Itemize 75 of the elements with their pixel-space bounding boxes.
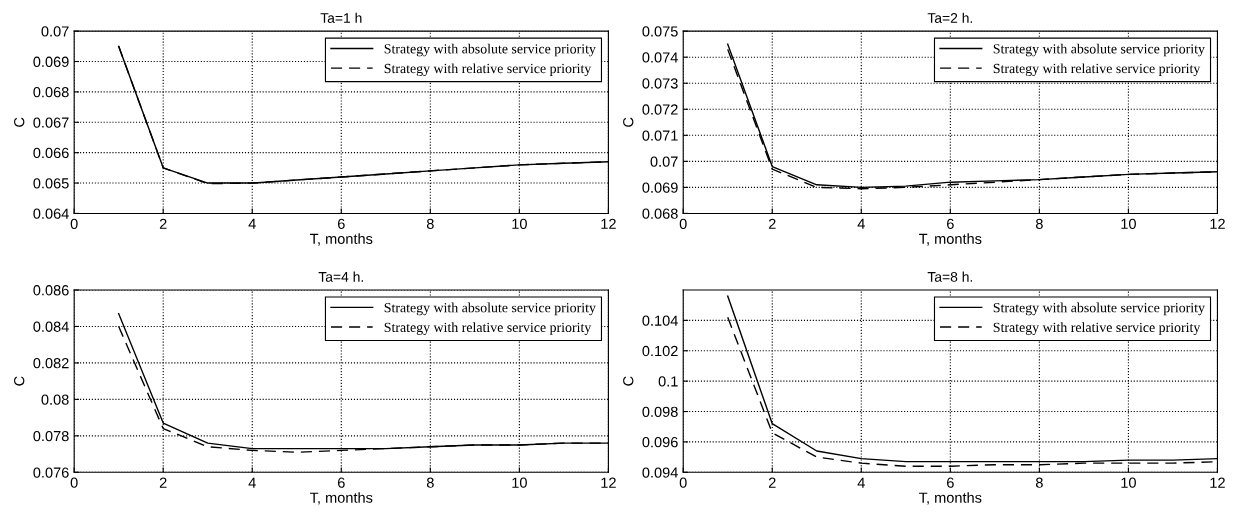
y-tick-label: 0.07 — [650, 156, 678, 167]
x-tick-label: 12 — [601, 218, 616, 229]
legend-label: Strategy with absolute service priority — [993, 302, 1205, 316]
x-tick-label: 12 — [601, 477, 616, 488]
y-tick-label: 0.084 — [33, 321, 69, 332]
y-tick-label: 0.096 — [642, 437, 678, 448]
y-tick-label: 0.071 — [642, 130, 678, 141]
y-tick-label: 0.074 — [642, 52, 678, 63]
chart-title: Ta=1 h — [320, 12, 362, 23]
legend-label: Strategy with absolute service priority — [993, 43, 1205, 57]
y-tick-label: 0.064 — [33, 208, 69, 219]
x-tick-label: 10 — [512, 218, 527, 230]
y-tick-label: 0.07 — [41, 26, 69, 37]
y-axis-title: C — [623, 117, 634, 127]
x-tick-label: 6 — [337, 218, 345, 230]
x-tick-label: 0 — [679, 477, 687, 488]
legend-label: Strategy with absolute service priority — [384, 302, 596, 316]
y-tick-label: 0.094 — [642, 467, 678, 478]
x-tick-label: 2 — [768, 218, 776, 229]
y-tick-label: 0.104 — [642, 315, 678, 326]
y-tick-label: 0.069 — [33, 56, 69, 67]
y-tick-label: 0.08 — [41, 394, 69, 405]
x-tick-label: 10 — [1121, 477, 1136, 488]
y-tick-label: 0.065 — [33, 178, 69, 189]
x-tick-label: 0 — [70, 218, 78, 230]
y-tick-label: 0.073 — [642, 78, 678, 89]
x-tick-label: 12 — [1210, 477, 1225, 488]
x-tick-label: 6 — [947, 477, 954, 488]
chart-title: Ta=2 h. — [927, 12, 973, 23]
y-tick-label: 0.068 — [642, 208, 678, 219]
x-axis-title: T, months — [310, 233, 373, 246]
chart-title: Ta=4 h. — [318, 271, 363, 282]
x-tick-label: 4 — [248, 477, 256, 488]
x-tick-label: 8 — [426, 218, 434, 230]
y-tick-label: 0.068 — [33, 87, 69, 98]
y-tick-label: 0.066 — [33, 147, 69, 159]
x-tick-label: 6 — [337, 477, 345, 488]
y-tick-label: 0.102 — [642, 345, 678, 357]
x-tick-label: 0 — [679, 218, 687, 230]
x-tick-label: 2 — [768, 477, 776, 488]
y-tick-label: 0.086 — [33, 285, 69, 296]
y-tick-label: 0.082 — [33, 358, 69, 369]
x-tick-label: 10 — [512, 477, 527, 488]
y-tick-label: 0.072 — [642, 104, 678, 115]
y-tick-label: 0.078 — [33, 430, 69, 442]
y-tick-label: 0.067 — [33, 117, 69, 128]
x-tick-label: 8 — [426, 477, 434, 488]
x-tick-label: 2 — [159, 477, 167, 488]
x-tick-label: 8 — [1035, 218, 1043, 230]
x-tick-label: 10 — [1121, 218, 1136, 230]
x-tick-label: 6 — [947, 218, 954, 230]
y-tick-label: 0.1 — [658, 376, 678, 387]
legend-label: Strategy with relative service priority — [993, 322, 1201, 335]
y-tick-label: 0.076 — [33, 467, 69, 478]
y-tick-label: 0.075 — [642, 26, 678, 37]
x-tick-label: 4 — [857, 218, 865, 229]
x-tick-label: 0 — [70, 477, 78, 488]
x-tick-label: 2 — [159, 218, 167, 229]
legend-label: Strategy with relative service priority — [384, 322, 592, 335]
x-axis-title: T, months — [919, 233, 982, 246]
x-tick-label: 4 — [857, 477, 865, 488]
x-tick-label: 8 — [1035, 477, 1043, 488]
legend-label: Strategy with absolute service priority — [384, 43, 596, 57]
x-axis-title: T, months — [919, 492, 982, 505]
y-tick-label: 0.069 — [642, 182, 678, 193]
y-axis-title: C — [14, 117, 25, 127]
chart-title: Ta=8 h. — [927, 271, 973, 282]
y-axis-title: C — [623, 376, 634, 386]
y-tick-label: 0.098 — [642, 406, 678, 417]
x-axis-title: T, months — [310, 492, 373, 505]
y-axis-title: C — [14, 376, 25, 386]
legend-label: Strategy with relative service priority — [384, 63, 592, 77]
x-tick-label: 12 — [1210, 218, 1225, 229]
x-tick-label: 4 — [248, 218, 256, 229]
legend-label: Strategy with relative service priority — [993, 63, 1201, 77]
